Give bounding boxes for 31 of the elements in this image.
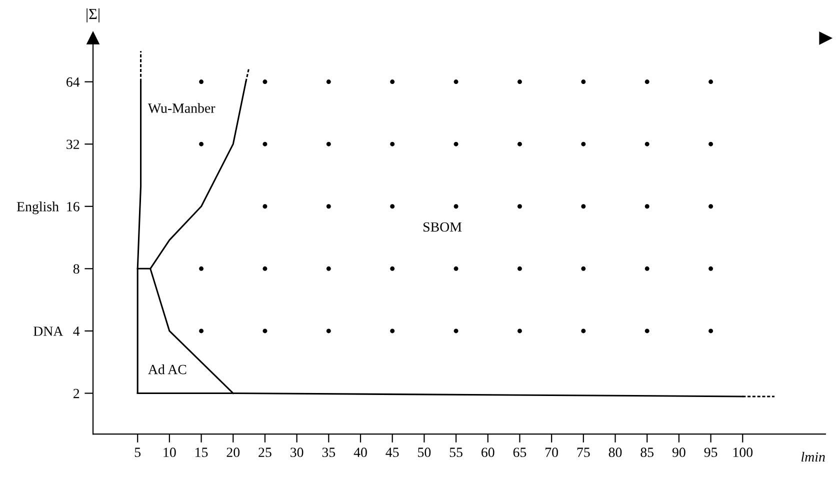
y-tick-label: 2 bbox=[73, 388, 80, 398]
x-tick-label: 40 bbox=[354, 448, 367, 458]
x-tick-label: 55 bbox=[450, 448, 462, 458]
y-tick-label: 8 bbox=[73, 264, 80, 274]
x-tick-label: 80 bbox=[608, 448, 622, 458]
annotation: SBOM bbox=[424, 222, 462, 232]
y-axis-title: |Σ| bbox=[86, 8, 100, 22]
x-tick-label: 10 bbox=[164, 448, 176, 458]
x-tick-label: 5 bbox=[134, 448, 141, 458]
x-tick-label: 15 bbox=[196, 448, 208, 458]
x-tick-label: 25 bbox=[258, 448, 272, 458]
x-tick-label: 85 bbox=[640, 448, 654, 458]
annotation: Ad AC bbox=[148, 364, 186, 374]
x-tick-label: 65 bbox=[513, 448, 526, 458]
x-axis-title: lmin bbox=[801, 452, 825, 462]
y-tick-label: 64 bbox=[66, 77, 80, 87]
x-tick-label: 50 bbox=[418, 448, 431, 458]
annotation: Wu-Manber bbox=[148, 103, 216, 113]
x-tick-label: 100 bbox=[733, 448, 753, 458]
x-tick-label: 90 bbox=[672, 448, 686, 458]
x-tick-label: 95 bbox=[704, 448, 718, 458]
x-tick-label: 35 bbox=[322, 448, 336, 458]
y-tick-label: 32 bbox=[66, 140, 80, 150]
x-tick-label: 75 bbox=[577, 448, 590, 458]
x-tick-label: 60 bbox=[482, 448, 494, 458]
y-tick-label: English 16 bbox=[16, 202, 80, 214]
x-tick-label: 45 bbox=[386, 448, 399, 458]
x-tick-label: 30 bbox=[290, 448, 304, 458]
y-tick-label: DNA 4 bbox=[34, 326, 80, 336]
x-tick-label: 70 bbox=[546, 448, 558, 458]
x-tick-label: 20 bbox=[226, 448, 240, 458]
